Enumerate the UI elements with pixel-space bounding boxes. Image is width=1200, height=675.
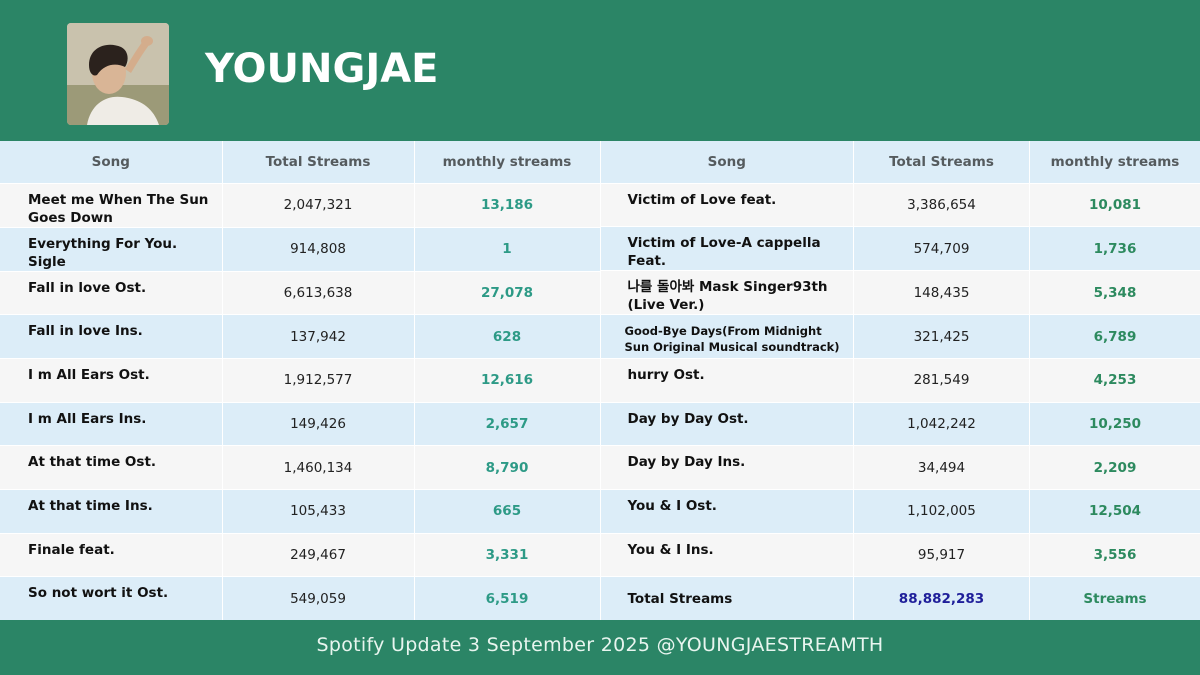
table-row: 나를 돌아봐 Mask Singer93th (Live Ver.) 148,43…	[600, 270, 1200, 316]
monthly-streams-cell: 10,081	[1029, 183, 1200, 228]
table-row: I m All Ears Ins. 149,426 2,657	[0, 402, 601, 447]
song-name-cell: I m All Ears Ins.	[0, 402, 223, 447]
song-name-cell: hurry Ost.	[600, 358, 854, 403]
monthly-streams-column-header: monthly streams	[414, 141, 601, 184]
monthly-streams-cell: 12,616	[414, 358, 601, 403]
total-streams-cell: 914,808	[222, 227, 415, 272]
artist-name: YOUNGJAE	[205, 46, 439, 92]
table-row: Victim of Love-A cappella Feat. 574,709 1,…	[600, 226, 1200, 272]
table-row: Day by Day Ost. 1,042,242 10,250	[600, 402, 1200, 447]
song-name-cell: I m All Ears Ost.	[0, 358, 223, 403]
table-row: Everything For You. Sigle 914,808 1	[0, 227, 601, 272]
total-streams-cell: 321,425	[853, 314, 1030, 359]
monthly-streams-cell: 2,209	[1029, 445, 1200, 490]
song-name-cell: Day by Day Ost.	[600, 402, 854, 447]
total-streams-cell: 1,102,005	[853, 489, 1030, 534]
table-header-row: Song Total Streams monthly streams	[600, 141, 1200, 184]
monthly-streams-cell: 6,519	[414, 576, 601, 621]
monthly-streams-cell: 3,331	[414, 533, 601, 578]
monthly-streams-cell: 10,250	[1029, 402, 1200, 447]
total-streams-column-header: Total Streams	[853, 141, 1030, 184]
monthly-streams-cell: 12,504	[1029, 489, 1200, 534]
table-row: Finale feat. 249,467 3,331	[0, 533, 601, 578]
total-streams-summary-row: Total Streams 88,882,283 Streams	[600, 576, 1200, 621]
left-streams-table: Song Total Streams monthly streams Meet …	[0, 141, 601, 621]
song-name-cell: Day by Day Ins.	[600, 445, 854, 490]
total-streams-cell: 6,613,638	[222, 271, 415, 316]
song-name-cell: You & I Ins.	[600, 533, 854, 578]
song-name-cell: At that time Ins.	[0, 489, 223, 534]
table-row: At that time Ins. 105,433 665	[0, 489, 601, 534]
song-name-cell: You & I Ost.	[600, 489, 854, 534]
song-name-cell: Good-Bye Days(From Midnight Sun Original…	[600, 314, 854, 359]
header-banner: YOUNGJAE	[0, 0, 1200, 141]
monthly-streams-cell: 1	[414, 227, 601, 272]
total-streams-cell: 34,494	[853, 445, 1030, 490]
total-streams-cell: 149,426	[222, 402, 415, 447]
song-column-header: Song	[0, 141, 223, 184]
monthly-streams-cell: 2,657	[414, 402, 601, 447]
table-row: You & I Ins. 95,917 3,556	[600, 533, 1200, 578]
total-streams-cell: 1,460,134	[222, 445, 415, 490]
total-streams-column-header: Total Streams	[222, 141, 415, 184]
total-streams-cell: 1,912,577	[222, 358, 415, 403]
total-streams-cell: 281,549	[853, 358, 1030, 403]
monthly-streams-cell: 628	[414, 314, 601, 359]
table-row: hurry Ost. 281,549 4,253	[600, 358, 1200, 403]
table-row: You & I Ost. 1,102,005 12,504	[600, 489, 1200, 534]
monthly-streams-cell: 4,253	[1029, 358, 1200, 403]
table-row: Fall in love Ost. 6,613,638 27,078	[0, 271, 601, 316]
song-name-cell: Meet me When The Sun Goes Down	[0, 183, 223, 228]
total-streams-cell: 549,059	[222, 576, 415, 621]
song-name-cell: Fall in love Ins.	[0, 314, 223, 359]
monthly-streams-column-header: monthly streams	[1029, 141, 1200, 184]
monthly-streams-cell: 13,186	[414, 183, 601, 228]
total-streams-cell: 3,386,654	[853, 183, 1030, 228]
monthly-streams-cell: 8,790	[414, 445, 601, 490]
monthly-streams-cell: 27,078	[414, 271, 601, 316]
total-streams-cell: 137,942	[222, 314, 415, 359]
table-header-row: Song Total Streams monthly streams	[0, 141, 601, 184]
table-row: Victim of Love feat. 3,386,654 10,081	[600, 183, 1200, 228]
right-streams-table: Song Total Streams monthly streams Victi…	[600, 141, 1200, 621]
song-name-cell: Everything For You. Sigle	[0, 227, 223, 272]
table-row: Fall in love Ins. 137,942 628	[0, 314, 601, 359]
monthly-streams-cell: 665	[414, 489, 601, 534]
total-streams-cell: 95,917	[853, 533, 1030, 578]
artist-photo	[67, 23, 169, 125]
total-streams-cell: 2,047,321	[222, 183, 415, 228]
table-row: So not wort it Ost. 549,059 6,519	[0, 576, 601, 621]
monthly-streams-cell: 1,736	[1029, 226, 1200, 272]
summary-total-value: 88,882,283	[853, 576, 1030, 621]
monthly-streams-cell: 5,348	[1029, 270, 1200, 316]
artist-photo-image	[67, 23, 169, 125]
footer-update-note: Spotify Update 3 September 2025 @YOUNGJA…	[0, 620, 1200, 675]
table-row: Good-Bye Days(From Midnight Sun Original…	[600, 314, 1200, 359]
table-row: Day by Day Ins. 34,494 2,209	[600, 445, 1200, 490]
total-streams-cell: 105,433	[222, 489, 415, 534]
monthly-streams-cell: 3,556	[1029, 533, 1200, 578]
song-name-cell: 나를 돌아봐 Mask Singer93th (Live Ver.)	[600, 270, 854, 316]
summary-unit: Streams	[1029, 576, 1200, 621]
table-row: I m All Ears Ost. 1,912,577 12,616	[0, 358, 601, 403]
song-column-header: Song	[600, 141, 854, 184]
total-streams-cell: 249,467	[222, 533, 415, 578]
song-name-cell: Victim of Love feat.	[600, 183, 854, 228]
streams-tables: Song Total Streams monthly streams Meet …	[0, 141, 1200, 621]
song-name-cell: Victim of Love-A cappella Feat.	[600, 226, 854, 272]
total-streams-cell: 148,435	[853, 270, 1030, 316]
monthly-streams-cell: 6,789	[1029, 314, 1200, 359]
total-streams-cell: 574,709	[853, 226, 1030, 272]
song-name-cell: Fall in love Ost.	[0, 271, 223, 316]
song-name-cell: So not wort it Ost.	[0, 576, 223, 621]
song-name-cell: At that time Ost.	[0, 445, 223, 490]
table-row: At that time Ost. 1,460,134 8,790	[0, 445, 601, 490]
song-name-cell: Finale feat.	[0, 533, 223, 578]
total-streams-cell: 1,042,242	[853, 402, 1030, 447]
table-row: Meet me When The Sun Goes Down 2,047,321 1…	[0, 183, 601, 228]
summary-label: Total Streams	[600, 576, 854, 621]
